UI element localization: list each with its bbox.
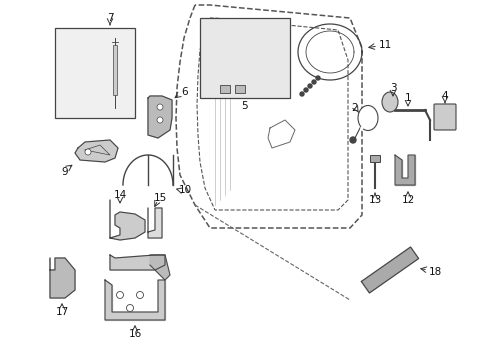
Text: 1: 1 xyxy=(404,93,410,103)
Polygon shape xyxy=(75,140,118,162)
Circle shape xyxy=(307,84,311,88)
FancyBboxPatch shape xyxy=(433,104,455,130)
Text: 2: 2 xyxy=(351,103,358,113)
Text: 3: 3 xyxy=(389,83,395,93)
Polygon shape xyxy=(105,280,164,320)
Text: 10: 10 xyxy=(178,185,191,195)
Text: 16: 16 xyxy=(128,329,142,339)
Bar xyxy=(235,85,244,93)
Text: 17: 17 xyxy=(55,307,68,317)
Text: 15: 15 xyxy=(153,193,166,203)
Polygon shape xyxy=(50,258,75,298)
Circle shape xyxy=(315,76,319,80)
Text: 7: 7 xyxy=(106,13,113,23)
Circle shape xyxy=(304,88,307,92)
Circle shape xyxy=(157,117,163,123)
Bar xyxy=(220,85,229,93)
Polygon shape xyxy=(148,96,172,138)
Ellipse shape xyxy=(357,105,377,131)
Text: 11: 11 xyxy=(378,40,391,50)
Text: 8: 8 xyxy=(77,68,83,78)
Circle shape xyxy=(116,292,123,298)
Circle shape xyxy=(349,137,355,143)
Text: 12: 12 xyxy=(401,195,414,205)
Polygon shape xyxy=(110,255,164,270)
Polygon shape xyxy=(150,255,170,280)
Ellipse shape xyxy=(381,92,397,112)
Circle shape xyxy=(85,149,91,155)
Circle shape xyxy=(299,92,304,96)
Text: 9: 9 xyxy=(61,167,68,177)
Polygon shape xyxy=(394,155,414,185)
Text: 14: 14 xyxy=(113,190,126,200)
Bar xyxy=(113,45,117,95)
Bar xyxy=(369,155,379,162)
Polygon shape xyxy=(361,247,418,293)
Text: 6: 6 xyxy=(182,87,188,97)
FancyBboxPatch shape xyxy=(55,28,135,118)
Circle shape xyxy=(311,80,315,84)
Circle shape xyxy=(136,292,143,298)
Circle shape xyxy=(126,305,133,311)
Circle shape xyxy=(157,104,163,110)
Polygon shape xyxy=(148,208,162,238)
Text: 5: 5 xyxy=(241,101,248,111)
Text: 18: 18 xyxy=(427,267,441,277)
Polygon shape xyxy=(110,200,145,240)
FancyBboxPatch shape xyxy=(200,18,289,98)
Text: 4: 4 xyxy=(441,91,447,101)
Text: 13: 13 xyxy=(367,195,381,205)
